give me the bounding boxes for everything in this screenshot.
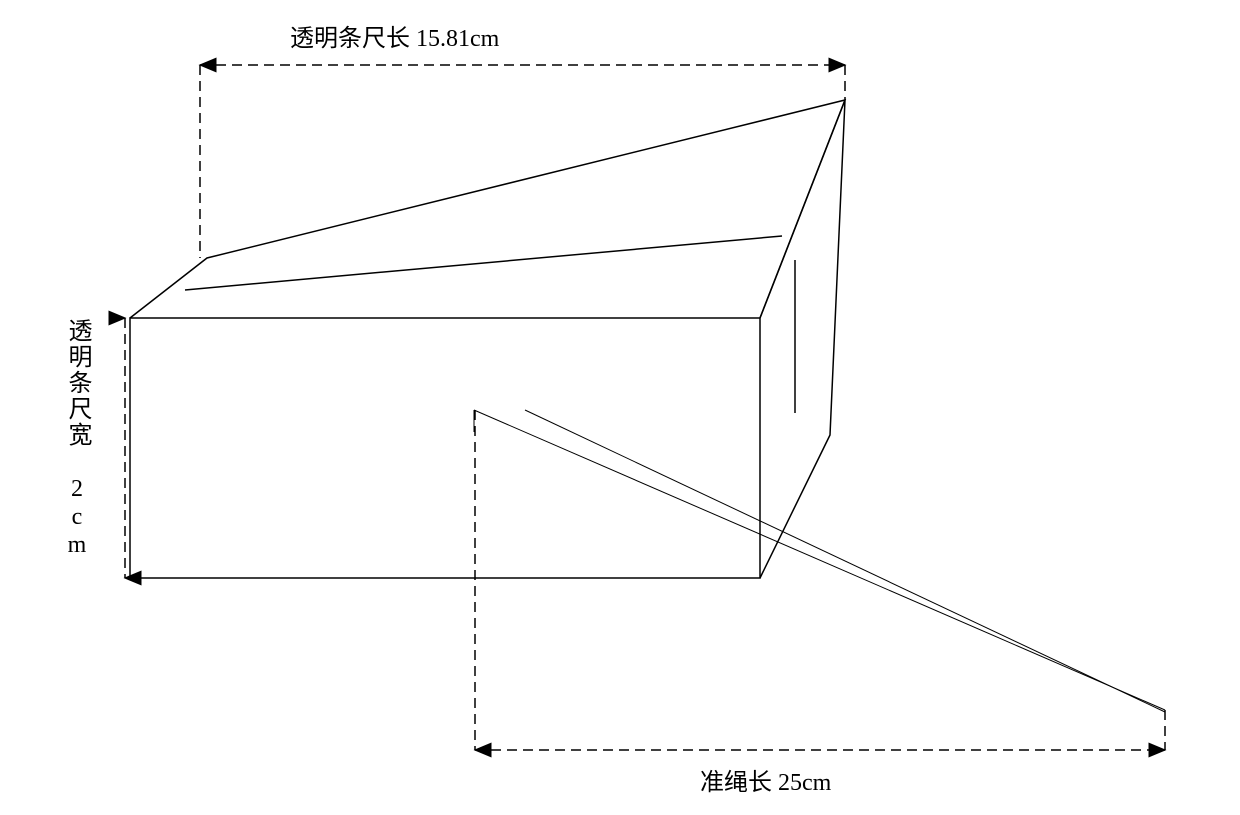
dim-width-label: 透明条尺宽 2cm xyxy=(60,318,95,560)
diagram-svg xyxy=(0,0,1240,815)
dimension-lines xyxy=(125,65,1165,750)
ruler-shape xyxy=(130,100,845,578)
dim-cord-label: 准绳长 25cm xyxy=(700,762,831,797)
dim-length-label: 透明条尺长 15.81cm xyxy=(290,18,499,53)
